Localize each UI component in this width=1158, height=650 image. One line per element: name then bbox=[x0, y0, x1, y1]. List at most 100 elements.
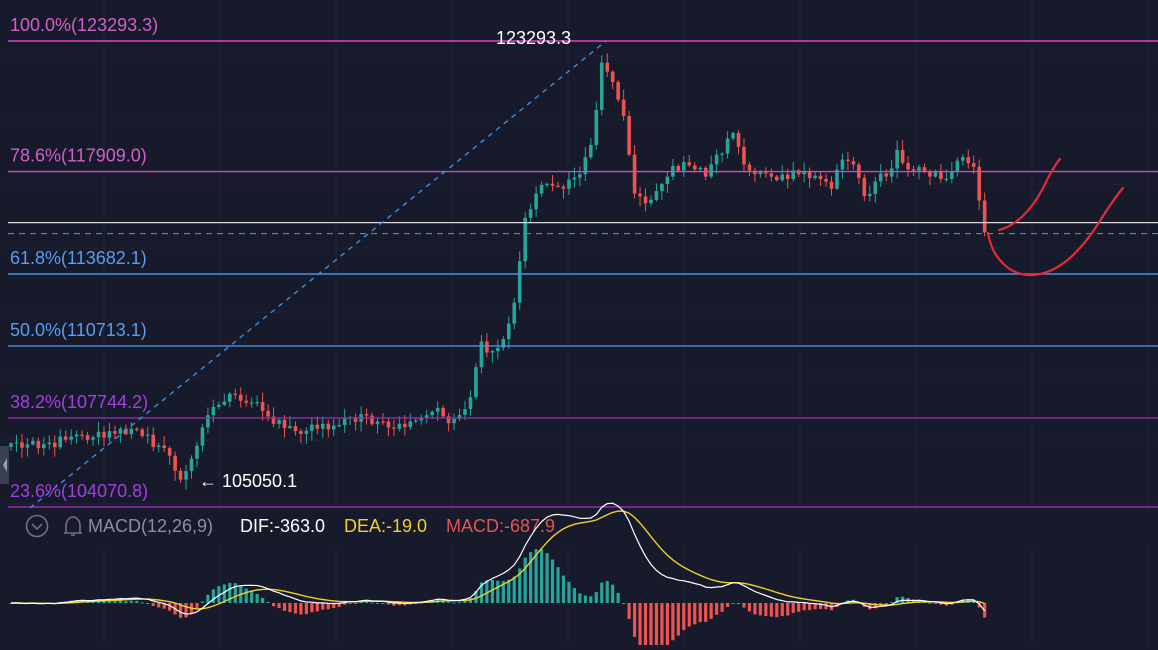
macd-histogram-bar bbox=[550, 559, 555, 603]
macd-histogram-bar bbox=[747, 603, 752, 612]
candle-body bbox=[578, 174, 582, 178]
candle-body bbox=[222, 401, 227, 405]
candle-body bbox=[736, 132, 741, 147]
candle-body bbox=[200, 427, 205, 446]
candle-body bbox=[457, 414, 462, 420]
macd-histogram-bar bbox=[884, 603, 888, 605]
candle-body bbox=[441, 407, 445, 417]
fib-trend-line bbox=[29, 40, 607, 509]
candle-body bbox=[463, 409, 467, 415]
candle-body bbox=[944, 178, 949, 180]
macd-histogram-bar bbox=[791, 603, 795, 614]
fib-labels: 100.0%(123293.3) 78.6%(117909.0) 61.8%(113… bbox=[10, 15, 158, 501]
candle-body bbox=[211, 406, 216, 416]
macd-histogram-bar bbox=[200, 601, 205, 603]
candle-body bbox=[135, 428, 139, 430]
candle-body bbox=[386, 421, 391, 428]
candle-body bbox=[922, 167, 927, 172]
candle-body bbox=[955, 160, 960, 172]
candle-body bbox=[375, 421, 380, 425]
candle-body bbox=[895, 149, 899, 169]
candle-body bbox=[156, 445, 161, 447]
candle-body bbox=[184, 471, 188, 480]
candle-body bbox=[14, 442, 19, 444]
candle-body bbox=[36, 440, 41, 449]
macd-histogram-bar bbox=[808, 603, 812, 611]
macd-histogram-bar bbox=[611, 584, 615, 603]
fib-label-500: 50.0%(110713.1) bbox=[10, 320, 147, 340]
macd-histogram-bar bbox=[293, 603, 298, 614]
candle-body bbox=[840, 159, 845, 170]
candle-body bbox=[408, 421, 413, 427]
candle-body bbox=[304, 430, 309, 434]
macd-histogram-bar bbox=[157, 603, 161, 608]
candle-body bbox=[288, 426, 292, 428]
collapse-icon[interactable] bbox=[25, 514, 49, 538]
candle-body bbox=[392, 427, 396, 429]
macd-histogram-bar bbox=[813, 603, 817, 610]
macd-histogram-bar bbox=[731, 603, 735, 604]
candle-body bbox=[764, 171, 768, 174]
macd-histogram-bar bbox=[184, 603, 188, 618]
macd-histogram-bar bbox=[556, 567, 560, 603]
candle-body bbox=[638, 193, 642, 197]
macd-histogram-bar bbox=[512, 576, 516, 603]
macd-histogram-bar bbox=[890, 602, 894, 604]
macd-histogram-bar bbox=[643, 603, 648, 650]
macd-histogram-bar bbox=[649, 603, 653, 650]
candle-body bbox=[775, 176, 779, 181]
high-annotation: 123293.3 bbox=[496, 28, 571, 48]
macd-histogram-bar bbox=[168, 603, 172, 611]
fib-label-618: 61.8%(113682.1) bbox=[10, 248, 147, 268]
macd-histogram-bar bbox=[151, 603, 155, 607]
candle-body bbox=[244, 400, 249, 403]
macd-histogram-bar bbox=[228, 582, 232, 603]
candle-body bbox=[731, 132, 735, 139]
candle-body bbox=[512, 302, 517, 324]
candle-body bbox=[829, 181, 834, 189]
macd-histogram-bar bbox=[381, 603, 385, 604]
candle-body bbox=[102, 431, 106, 438]
macd-histogram-bar bbox=[654, 603, 659, 650]
macd-histogram-bar bbox=[572, 587, 577, 603]
macd-histogram-bar bbox=[797, 603, 801, 612]
macd-histogram-bar bbox=[687, 603, 691, 627]
macd-histogram-bar bbox=[261, 597, 265, 603]
macd-histogram-bar bbox=[578, 593, 582, 603]
candle-body bbox=[293, 426, 298, 432]
macd-histogram-bar bbox=[222, 584, 226, 603]
candle-body bbox=[331, 425, 336, 430]
candle-body bbox=[982, 200, 987, 233]
macd-histogram-bar bbox=[250, 591, 254, 603]
candle-body bbox=[966, 157, 971, 164]
chevron-down-icon bbox=[31, 523, 43, 531]
macd-histogram-bar bbox=[589, 596, 593, 603]
candle-body bbox=[873, 181, 878, 194]
candle-body bbox=[326, 423, 331, 430]
candle-body bbox=[643, 196, 648, 204]
macd-histogram-bar bbox=[310, 603, 314, 613]
candle-body bbox=[364, 414, 369, 416]
macd-histogram-bar bbox=[933, 603, 938, 604]
candle-body bbox=[173, 455, 177, 471]
candle-body bbox=[479, 341, 484, 368]
candle-body bbox=[846, 159, 850, 162]
bell-icon[interactable] bbox=[64, 516, 82, 536]
macd-indicator-label: MACD(12,26,9) bbox=[88, 516, 213, 536]
macd-histogram-bar bbox=[118, 600, 122, 603]
candle-body bbox=[939, 172, 943, 180]
candle-body bbox=[501, 339, 506, 348]
candle-body bbox=[545, 183, 549, 186]
candle-body bbox=[452, 419, 456, 424]
candle-body bbox=[381, 421, 385, 423]
candle-body bbox=[260, 402, 265, 411]
candle-body bbox=[238, 394, 243, 401]
candle-body bbox=[610, 71, 615, 83]
macd-histogram-bar bbox=[321, 603, 325, 610]
macd-histogram-bar bbox=[408, 603, 412, 605]
candle-body bbox=[129, 428, 134, 435]
candle-body bbox=[145, 434, 150, 436]
candle-body bbox=[561, 186, 566, 189]
